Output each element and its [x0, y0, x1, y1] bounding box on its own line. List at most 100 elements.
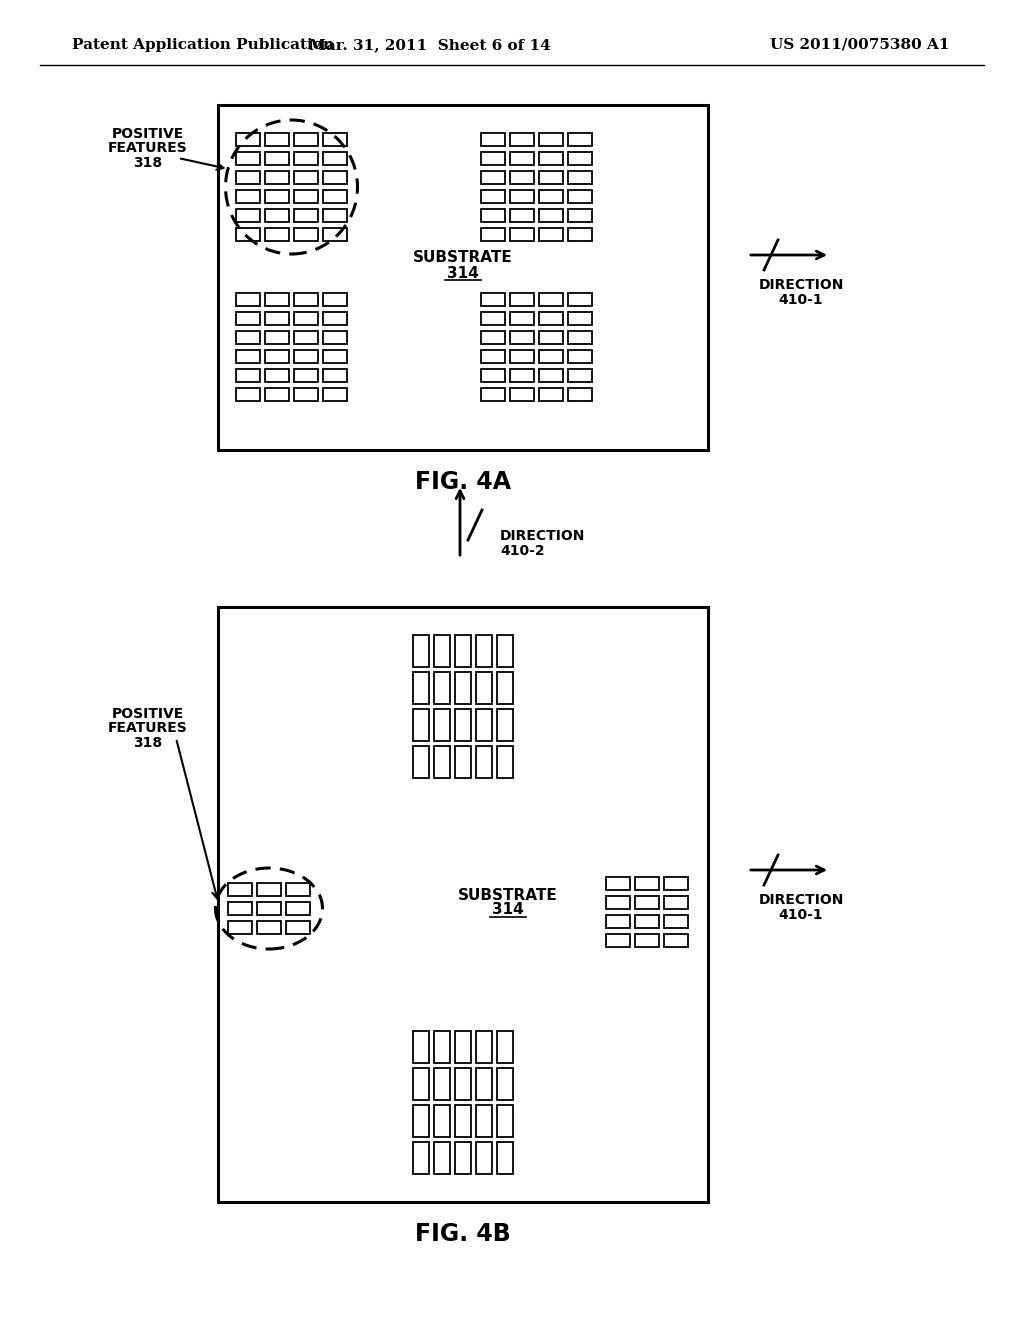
Bar: [323, 312, 347, 325]
Bar: [265, 228, 289, 242]
Bar: [294, 350, 318, 363]
Bar: [265, 388, 289, 401]
Bar: [286, 883, 310, 896]
Bar: [257, 902, 281, 915]
Bar: [434, 635, 450, 667]
Bar: [497, 709, 513, 741]
Bar: [236, 209, 260, 222]
Bar: [497, 1031, 513, 1063]
Text: US 2011/0075380 A1: US 2011/0075380 A1: [770, 38, 949, 51]
Bar: [434, 746, 450, 777]
Text: SUBSTRATE: SUBSTRATE: [413, 251, 513, 265]
Bar: [539, 133, 563, 147]
Bar: [323, 331, 347, 345]
Text: 410-1: 410-1: [778, 293, 823, 308]
Bar: [476, 1142, 492, 1173]
Bar: [606, 915, 630, 928]
Bar: [294, 172, 318, 183]
Bar: [539, 331, 563, 345]
Bar: [476, 1031, 492, 1063]
Bar: [539, 209, 563, 222]
Bar: [236, 172, 260, 183]
Bar: [294, 312, 318, 325]
Bar: [455, 1068, 471, 1100]
Text: Patent Application Publication: Patent Application Publication: [72, 38, 334, 51]
Bar: [510, 312, 534, 325]
Bar: [294, 331, 318, 345]
Bar: [481, 209, 505, 222]
Bar: [481, 312, 505, 325]
Bar: [323, 228, 347, 242]
Bar: [265, 312, 289, 325]
Bar: [635, 876, 659, 890]
Bar: [539, 190, 563, 203]
Bar: [218, 607, 708, 1203]
Bar: [413, 1068, 429, 1100]
Text: SUBSTRATE: SUBSTRATE: [458, 887, 558, 903]
Bar: [568, 228, 592, 242]
Bar: [323, 370, 347, 381]
Text: 410-2: 410-2: [500, 544, 545, 558]
Bar: [455, 672, 471, 704]
Bar: [413, 709, 429, 741]
Bar: [236, 388, 260, 401]
Text: 318: 318: [133, 737, 163, 750]
Bar: [236, 133, 260, 147]
Bar: [228, 883, 252, 896]
Bar: [510, 388, 534, 401]
Text: POSITIVE: POSITIVE: [112, 127, 184, 141]
Bar: [568, 312, 592, 325]
Bar: [265, 331, 289, 345]
Bar: [539, 388, 563, 401]
Bar: [606, 896, 630, 909]
Bar: [265, 190, 289, 203]
Bar: [323, 152, 347, 165]
Bar: [257, 921, 281, 935]
Bar: [413, 1142, 429, 1173]
Bar: [497, 672, 513, 704]
Bar: [218, 106, 708, 450]
Bar: [455, 1142, 471, 1173]
Bar: [481, 152, 505, 165]
Bar: [568, 388, 592, 401]
Bar: [265, 350, 289, 363]
Bar: [265, 209, 289, 222]
Bar: [664, 915, 688, 928]
Bar: [568, 293, 592, 306]
Bar: [510, 133, 534, 147]
Text: FIG. 4A: FIG. 4A: [415, 470, 511, 494]
Bar: [434, 709, 450, 741]
Bar: [228, 902, 252, 915]
Bar: [455, 1105, 471, 1137]
Bar: [481, 228, 505, 242]
Bar: [434, 672, 450, 704]
Text: Mar. 31, 2011  Sheet 6 of 14: Mar. 31, 2011 Sheet 6 of 14: [309, 38, 551, 51]
Bar: [228, 921, 252, 935]
Bar: [635, 915, 659, 928]
Bar: [265, 172, 289, 183]
Bar: [434, 1031, 450, 1063]
Text: POSITIVE: POSITIVE: [112, 708, 184, 721]
Text: DIRECTION: DIRECTION: [759, 894, 844, 907]
Bar: [664, 876, 688, 890]
Bar: [510, 331, 534, 345]
Bar: [323, 350, 347, 363]
Bar: [497, 1068, 513, 1100]
Bar: [265, 370, 289, 381]
Bar: [265, 293, 289, 306]
Bar: [539, 350, 563, 363]
Bar: [236, 293, 260, 306]
Bar: [236, 370, 260, 381]
Bar: [265, 133, 289, 147]
Bar: [413, 672, 429, 704]
Bar: [568, 190, 592, 203]
Bar: [481, 172, 505, 183]
Bar: [481, 370, 505, 381]
Text: FEATURES: FEATURES: [109, 721, 187, 735]
Bar: [510, 293, 534, 306]
Bar: [568, 133, 592, 147]
Bar: [568, 209, 592, 222]
Bar: [664, 896, 688, 909]
Bar: [568, 172, 592, 183]
Bar: [606, 935, 630, 946]
